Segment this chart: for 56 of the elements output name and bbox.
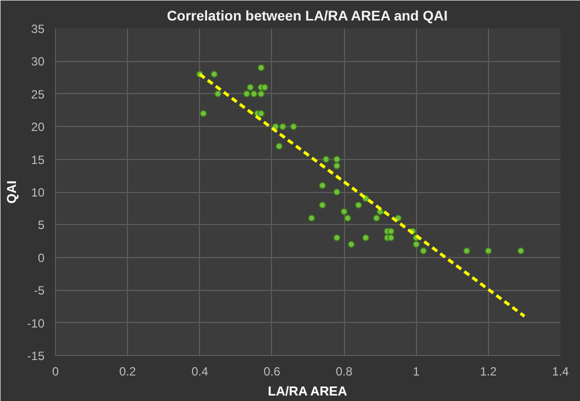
point — [362, 234, 370, 242]
x-tick-label: 0 — [52, 364, 60, 378]
point — [517, 247, 524, 254]
point — [387, 234, 394, 242]
point — [333, 162, 340, 170]
point — [290, 123, 298, 130]
y-axis-title: QAI — [4, 180, 20, 204]
point — [243, 90, 250, 98]
point — [261, 84, 268, 91]
point — [276, 142, 283, 150]
x-tick-label: 0.8 — [336, 364, 353, 378]
point — [340, 208, 348, 216]
y-tick-label: 10 — [31, 186, 45, 200]
point — [308, 214, 316, 222]
y-tick-label: 15 — [31, 152, 45, 167]
y-tick-label: 30 — [31, 54, 45, 69]
x-tick-label: 0.2 — [119, 364, 136, 378]
point — [333, 234, 340, 242]
y-tick-label: 35 — [31, 22, 45, 36]
chart-title: Correlation between LA/RA AREA and QAI — [166, 8, 448, 24]
x-tick-label: 1.2 — [480, 364, 498, 378]
x-tick-label: 0.4 — [191, 364, 208, 378]
point — [412, 240, 420, 248]
point — [318, 182, 326, 189]
point — [258, 90, 265, 98]
y-tick-label: 25 — [31, 87, 45, 102]
point — [214, 90, 222, 98]
point — [373, 214, 380, 222]
point — [333, 156, 340, 163]
point — [463, 247, 470, 254]
point — [258, 64, 265, 72]
point — [200, 110, 207, 118]
x-tick-label: 0.6 — [264, 364, 281, 378]
y-tick-label: -15 — [27, 349, 45, 363]
point — [246, 84, 254, 91]
point — [344, 214, 352, 222]
point — [322, 156, 330, 163]
point — [210, 70, 218, 78]
y-tick-label: -10 — [27, 316, 45, 330]
point — [420, 247, 427, 254]
y-tick-label: 0 — [38, 250, 45, 265]
y-tick-label: 5 — [38, 218, 45, 232]
point — [258, 110, 265, 118]
x-axis-title: LA/RA AREA — [268, 384, 348, 398]
y-tick-label: 20 — [31, 120, 45, 134]
point — [279, 123, 286, 130]
point — [484, 247, 492, 254]
point — [333, 188, 340, 196]
x-tick-label: 1 — [412, 364, 420, 378]
point — [355, 202, 362, 209]
point — [250, 90, 258, 98]
point — [348, 240, 355, 248]
point — [318, 202, 326, 209]
point — [387, 228, 394, 235]
x-tick-label: 1.4 — [552, 364, 570, 378]
y-tick-label: -5 — [34, 284, 45, 298]
